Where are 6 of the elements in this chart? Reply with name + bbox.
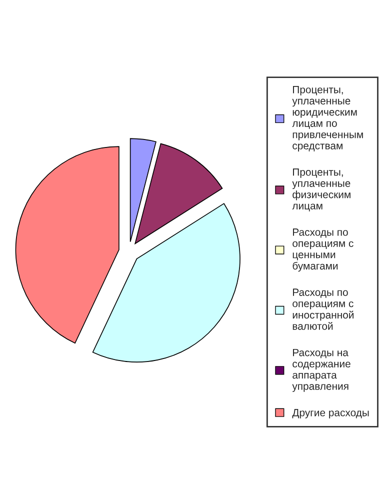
legend-label: Расходы по операциям с ценными бумагами	[292, 228, 354, 272]
legend-label: Другие расходы	[292, 409, 369, 418]
legend-label: Проценты, уплаченные физическим лицам	[292, 168, 350, 212]
legend-label: Расходы на содержание аппарата управления	[292, 348, 350, 392]
legend-label: Расходы по операциям с иностранной валютой	[292, 288, 354, 330]
legend-label: Проценты, уплаченные юридическим лицам по привлеченным средствам	[292, 86, 363, 152]
